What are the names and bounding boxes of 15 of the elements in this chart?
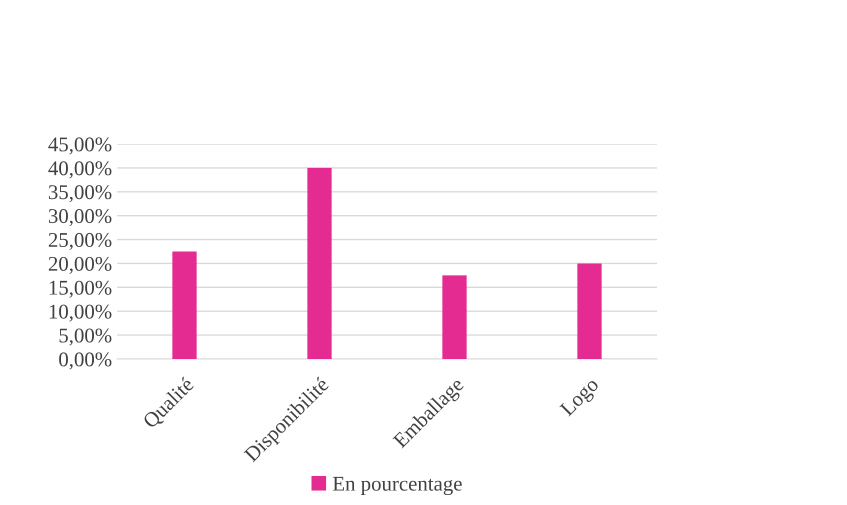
y-tick-label: 20,00% bbox=[48, 256, 112, 274]
y-tick-label: 40,00% bbox=[48, 161, 112, 178]
bar bbox=[307, 168, 332, 359]
y-tick-label: 10,00% bbox=[50, 304, 112, 322]
y-tick-label: 30,00% bbox=[48, 209, 112, 226]
y-tick-label: 15,00% bbox=[50, 280, 112, 298]
legend-label: En pourcentage bbox=[332, 476, 462, 496]
bar bbox=[172, 252, 197, 359]
y-tick-label: 45,00% bbox=[48, 137, 112, 154]
bar bbox=[442, 275, 467, 359]
y-tick-label: 0,00% bbox=[59, 352, 112, 370]
y-tick-label: 25,00% bbox=[48, 232, 112, 250]
bar bbox=[577, 263, 602, 359]
y-tick-label: 35,00% bbox=[48, 185, 112, 202]
y-tick-label: 5,00% bbox=[60, 328, 112, 346]
